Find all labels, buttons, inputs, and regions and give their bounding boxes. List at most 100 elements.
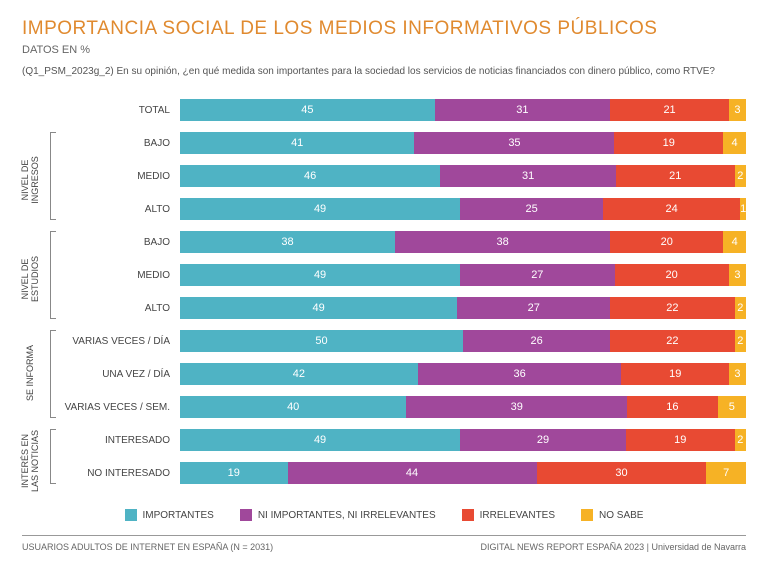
bar-segment: 49 (180, 198, 460, 220)
bar-segment: 3 (729, 363, 746, 385)
chart-row: UNA VEZ / DÍA4236193 (62, 359, 746, 389)
legend-item: IRRELEVANTES (462, 509, 555, 521)
bar-segment: 38 (180, 231, 395, 253)
bar-segment: 39 (406, 396, 627, 418)
group-bracket (50, 231, 56, 319)
bar-segment: 7 (706, 462, 746, 484)
chart-rows: TOTAL4531213BAJO4135194MEDIO4631212ALTO4… (62, 95, 746, 491)
bar-segment: 35 (414, 132, 614, 154)
chart-row: ALTO4927222 (62, 293, 746, 323)
footer-left: USUARIOS ADULTOS DE INTERNET EN ESPAÑA (… (22, 542, 273, 552)
chart-row: TOTAL4531213 (62, 95, 746, 125)
stacked-bar: 4929192 (180, 429, 746, 451)
bar-segment: 50 (180, 330, 463, 352)
footer: USUARIOS ADULTOS DE INTERNET EN ESPAÑA (… (22, 535, 746, 552)
bar-segment: 19 (180, 462, 288, 484)
stacked-bar: 4531213 (180, 99, 746, 121)
bar-segment: 5 (718, 396, 746, 418)
bar-segment: 2 (735, 297, 746, 319)
chart-row: VARIAS VECES / DÍA5026222 (62, 326, 746, 356)
chart-title: IMPORTANCIA SOCIAL DE LOS MEDIOS INFORMA… (22, 18, 746, 40)
bar-segment: 4 (723, 231, 746, 253)
row-label: INTERESADO (62, 435, 180, 446)
row-label: TOTAL (62, 105, 180, 116)
bar-segment: 41 (180, 132, 414, 154)
chart-row: BAJO4135194 (62, 128, 746, 158)
bar-segment: 27 (457, 297, 610, 319)
group-label: NIVEL DE INGRESOS (20, 130, 40, 230)
group-bracket (50, 330, 56, 418)
bar-segment: 45 (180, 99, 435, 121)
bar-segment: 26 (463, 330, 610, 352)
row-label: VARIAS VECES / DÍA (62, 336, 180, 347)
chart-question: (Q1_PSM_2023g_2) En su opinión, ¿en qué … (22, 66, 746, 77)
bar-segment: 19 (621, 363, 729, 385)
bar-segment: 38 (395, 231, 610, 253)
bar-segment: 29 (460, 429, 626, 451)
row-label: MEDIO (62, 270, 180, 281)
legend: IMPORTANTES NI IMPORTANTES, NI IRRELEVANT… (22, 509, 746, 521)
bar-segment: 22 (610, 297, 735, 319)
row-label: BAJO (62, 138, 180, 149)
stacked-bar: 4925241 (180, 198, 746, 220)
stacked-bar: 4039165 (180, 396, 746, 418)
chart-row: ALTO4925241 (62, 194, 746, 224)
bar-segment: 27 (460, 264, 614, 286)
row-label: ALTO (62, 303, 180, 314)
bar-segment: 24 (603, 198, 740, 220)
bar-segment: 2 (735, 330, 746, 352)
bar-segment: 19 (626, 429, 735, 451)
legend-item: NI IMPORTANTES, NI IRRELEVANTES (240, 509, 436, 521)
bar-segment: 3 (729, 99, 746, 121)
stacked-bar: 4927203 (180, 264, 746, 286)
bar-segment: 19 (614, 132, 723, 154)
bar-segment: 42 (180, 363, 418, 385)
bar-segment: 1 (740, 198, 746, 220)
legend-label: IRRELEVANTES (480, 510, 555, 521)
bar-segment: 49 (180, 264, 460, 286)
bar-segment: 21 (610, 99, 729, 121)
group-label: SE INFORMA (25, 323, 35, 423)
bar-segment: 21 (616, 165, 735, 187)
bar-segment: 40 (180, 396, 406, 418)
legend-label: IMPORTANTES (143, 510, 214, 521)
stacked-bar: 4236193 (180, 363, 746, 385)
bar-segment: 22 (610, 330, 735, 352)
bar-segment: 20 (615, 264, 729, 286)
chart-row: VARIAS VECES / SEM.4039165 (62, 392, 746, 422)
footer-right: DIGITAL NEWS REPORT ESPAÑA 2023 | Univer… (481, 542, 746, 552)
legend-label: NI IMPORTANTES, NI IRRELEVANTES (258, 510, 436, 521)
bar-segment: 2 (735, 429, 746, 451)
bar-segment: 3 (729, 264, 746, 286)
legend-item: IMPORTANTES (125, 509, 214, 521)
bar-segment: 4 (723, 132, 746, 154)
bar-segment: 36 (418, 363, 622, 385)
legend-swatch (462, 509, 474, 521)
row-label: VARIAS VECES / SEM. (62, 402, 180, 413)
group-label: NIVEL DE ESTUDIOS (20, 229, 40, 329)
bar-segment: 46 (180, 165, 440, 187)
bar-segment: 16 (627, 396, 718, 418)
row-label: UNA VEZ / DÍA (62, 369, 180, 380)
stacked-bar: 1944307 (180, 462, 746, 484)
group-bracket (50, 429, 56, 484)
row-label: MEDIO (62, 171, 180, 182)
bar-segment: 31 (440, 165, 615, 187)
chart-row: INTERESADO4929192 (62, 425, 746, 455)
stacked-bar: 4631212 (180, 165, 746, 187)
legend-swatch (240, 509, 252, 521)
bar-segment: 2 (735, 165, 746, 187)
chart-row: MEDIO4631212 (62, 161, 746, 191)
bar-segment: 49 (180, 297, 457, 319)
chart-row: BAJO3838204 (62, 227, 746, 257)
stacked-bar: 3838204 (180, 231, 746, 253)
chart-row: MEDIO4927203 (62, 260, 746, 290)
bar-segment: 20 (610, 231, 723, 253)
legend-swatch (581, 509, 593, 521)
chart-row: NO INTERESADO1944307 (62, 458, 746, 488)
stacked-bar: 4927222 (180, 297, 746, 319)
bar-segment: 30 (537, 462, 707, 484)
chart-subtitle: DATOS EN % (22, 44, 746, 56)
group-label: INTERÉS EN LAS NOTICIAS (20, 411, 40, 511)
row-label: ALTO (62, 204, 180, 215)
